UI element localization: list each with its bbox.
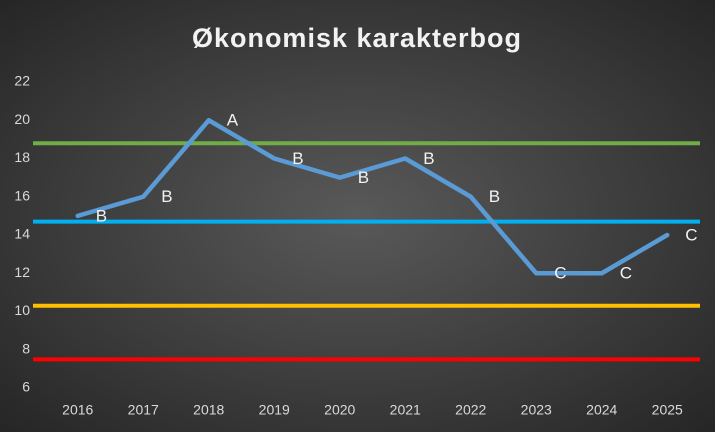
data-label: C — [554, 264, 566, 283]
y-tick-label: 20 — [14, 111, 30, 127]
y-tick-label: 18 — [14, 149, 30, 165]
x-tick-label: 2025 — [652, 402, 683, 418]
y-tick-label: 6 — [22, 379, 30, 395]
x-tick-label: 2023 — [521, 402, 552, 418]
y-tick-label: 12 — [14, 264, 30, 280]
data-label: C — [685, 225, 697, 244]
data-label: B — [292, 149, 303, 168]
y-tick-label: 10 — [14, 302, 30, 318]
data-label: C — [620, 264, 632, 283]
y-tick-label: 14 — [14, 226, 30, 242]
y-tick-label: 16 — [14, 187, 30, 203]
x-tick-label: 2022 — [455, 402, 486, 418]
chart-title: Økonomisk karakterbog — [192, 23, 522, 53]
x-tick-label: 2018 — [193, 402, 224, 418]
x-tick-label: 2020 — [324, 402, 355, 418]
data-label: A — [227, 111, 239, 130]
data-label: B — [358, 168, 369, 187]
data-label: B — [489, 187, 500, 206]
data-label: B — [423, 149, 434, 168]
x-tick-label: 2021 — [390, 402, 421, 418]
data-label: B — [161, 187, 172, 206]
x-tick-label: 2016 — [62, 402, 93, 418]
x-tick-label: 2024 — [586, 402, 617, 418]
y-tick-label: 22 — [14, 73, 30, 89]
x-tick-label: 2019 — [259, 402, 290, 418]
x-tick-label: 2017 — [128, 402, 159, 418]
data-label: B — [96, 206, 107, 225]
data-line — [75, 118, 670, 276]
y-tick-label: 8 — [22, 340, 30, 356]
